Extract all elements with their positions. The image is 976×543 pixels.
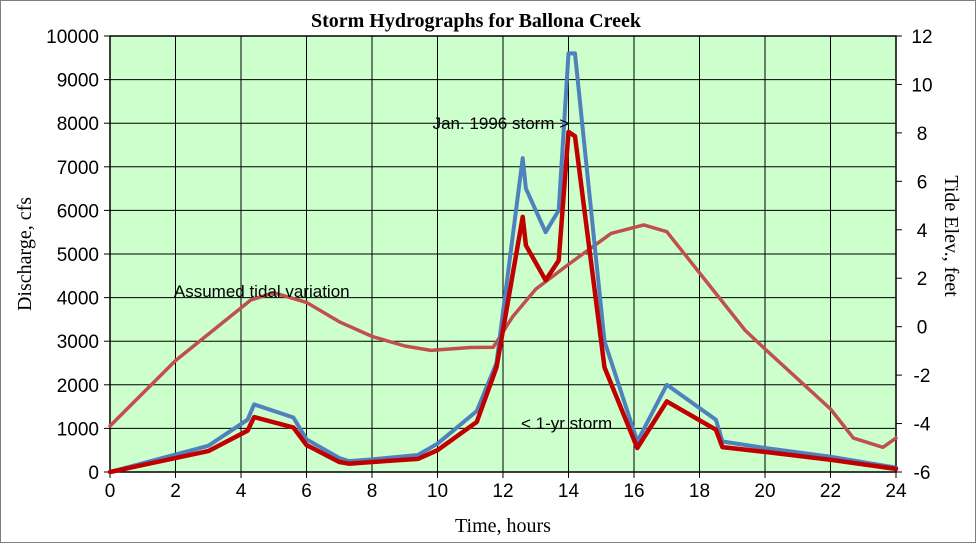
y2-tick-label: 2	[917, 269, 928, 290]
series-line-jan-1996	[108, 51, 898, 474]
y-tick-label: 8000	[57, 114, 99, 135]
chart-title: Storm Hydrographs for Ballona Creek	[311, 10, 642, 32]
y2-tick-label: 12	[911, 27, 932, 48]
x-tick-label: 20	[754, 481, 775, 502]
y-tick-label: 1000	[57, 419, 99, 440]
x-tick-label: 8	[367, 481, 378, 502]
annotation-label: Jan. 1996 storm >	[433, 114, 570, 133]
gridlines	[104, 35, 902, 478]
y-tick-label: 5000	[57, 245, 99, 266]
y-tick-label: 10000	[46, 27, 99, 48]
x-tick-label: 24	[885, 481, 907, 502]
y-tick-label: 9000	[57, 71, 99, 92]
x-tick-label: 16	[623, 481, 644, 502]
y-tick-label: 7000	[57, 158, 99, 179]
annotation-label: < 1-yr storm	[521, 414, 612, 433]
x-tick-label: 18	[689, 481, 710, 502]
x-tick-label: 0	[105, 481, 116, 502]
y2-tick-label: -4	[914, 415, 931, 436]
y-axis-label: Discharge, cfs	[14, 197, 36, 311]
x-tick-label: 22	[820, 481, 841, 502]
y2-tick-label: 4	[917, 221, 928, 242]
y2-tick-label: 10	[911, 75, 932, 96]
tick-labels: 0 2 4 6 8 10 12 14 16 18 20 22 240100020003000400050…	[46, 27, 932, 502]
x-tick-label: 12	[492, 481, 513, 502]
y2-tick-label: -2	[914, 366, 931, 387]
x-axis-label: Time, hours	[455, 515, 551, 537]
x-tick-label: 2	[170, 481, 181, 502]
x-tick-label: 10	[427, 481, 448, 502]
y-tick-label: 2000	[57, 376, 99, 397]
y-tick-label: 0	[88, 463, 99, 484]
y-tick-label: 6000	[57, 201, 99, 222]
x-tick-label: 14	[558, 481, 580, 502]
plot-border	[109, 35, 897, 473]
y2-tick-label: 6	[917, 172, 928, 193]
y2-tick-label: -6	[914, 463, 931, 484]
annotation-label: Assumed tidal variation	[174, 282, 350, 301]
x-tick-label: 6	[301, 481, 312, 502]
y2-tick-label: 8	[917, 124, 928, 145]
y-tick-label: 3000	[57, 332, 99, 353]
x-tick-label: 4	[236, 481, 247, 502]
series-line-one-year	[107, 129, 899, 475]
series-line-tide	[108, 223, 898, 450]
y2-tick-label: 0	[917, 318, 928, 339]
series-layer	[107, 51, 899, 475]
y2-axis-label: Tide Elev., feet	[940, 175, 962, 297]
y-tick-label: 4000	[57, 289, 99, 310]
annotations: Jan. 1996 storm > Assumed tidal variation…	[174, 114, 612, 433]
